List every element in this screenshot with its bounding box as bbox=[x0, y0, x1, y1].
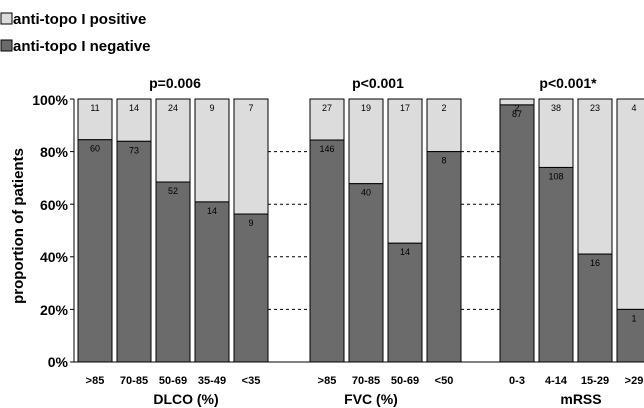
x-tick-label: >29 bbox=[625, 375, 644, 387]
bar-segment-positive bbox=[577, 98, 613, 255]
data-label-positive: 14 bbox=[129, 103, 139, 113]
data-label-negative: 8 bbox=[441, 156, 446, 166]
bar-segment-positive bbox=[309, 98, 345, 141]
bar-segment-positive bbox=[116, 98, 152, 142]
bar-segment-negative bbox=[309, 139, 345, 363]
data-label-positive: 24 bbox=[168, 103, 178, 113]
y-axis-ticks bbox=[70, 98, 74, 363]
y-tick-label: 40% bbox=[40, 249, 69, 265]
legend-swatch-negative bbox=[0, 39, 13, 52]
bar-segment-positive bbox=[387, 98, 423, 244]
bar-segment-negative bbox=[77, 139, 113, 363]
data-label-negative: 9 bbox=[248, 218, 253, 228]
data-label-negative: 146 bbox=[319, 144, 334, 154]
bar-segment-negative bbox=[233, 213, 269, 363]
x-tick-label: 50-69 bbox=[159, 375, 187, 387]
data-label-negative: 40 bbox=[361, 188, 371, 198]
data-label-positive: 4 bbox=[631, 103, 636, 113]
y-tick-labels: 0% 20% 40% 60% 80% 100% bbox=[32, 92, 68, 370]
bar-segment-positive bbox=[155, 98, 191, 183]
p-value-mrss: p<0.001* bbox=[539, 75, 597, 91]
data-label-positive: 2 bbox=[514, 103, 519, 113]
p-value-dlco: p=0.006 bbox=[149, 75, 201, 91]
bar-segment-positive bbox=[348, 98, 384, 185]
bars: 1160147324529147927146194017142828738108… bbox=[77, 98, 644, 363]
bar-segment-negative bbox=[616, 308, 644, 363]
data-label-positive: 23 bbox=[590, 103, 600, 113]
x-tick-label: 15-29 bbox=[581, 375, 609, 387]
x-tick-labels: >85 70-85 50-69 35-49 <35 >85 70-85 50-69 <50 0-3… bbox=[86, 375, 644, 387]
bar-segment-negative bbox=[577, 253, 613, 363]
y-axis-label: proportion of patients bbox=[10, 148, 27, 304]
y-tick-label: 0% bbox=[48, 354, 69, 370]
bar-segment-positive bbox=[194, 98, 230, 203]
data-label-negative: 16 bbox=[590, 258, 600, 268]
gridlines bbox=[268, 151, 500, 310]
x-tick-label: >85 bbox=[318, 375, 337, 387]
legend: anti-topo I positive anti-topo I negativ… bbox=[0, 11, 151, 55]
group-label-mrss: mRSS bbox=[560, 391, 601, 407]
y-tick-label: 100% bbox=[32, 92, 68, 108]
bar-segment-positive bbox=[233, 98, 269, 215]
legend-label-negative: anti-topo I negative bbox=[13, 38, 151, 55]
x-tick-label: 70-85 bbox=[352, 375, 380, 387]
data-label-positive: 19 bbox=[361, 103, 371, 113]
data-label-positive: 11 bbox=[90, 103, 99, 113]
data-label-negative: 1 bbox=[631, 313, 636, 323]
data-label-negative: 14 bbox=[207, 206, 217, 216]
bar-segment-negative bbox=[538, 166, 574, 363]
x-tick-label: 35-49 bbox=[198, 375, 226, 387]
x-tick-label: >85 bbox=[86, 375, 105, 387]
bar-segment-negative bbox=[155, 181, 191, 363]
bar-segment-negative bbox=[194, 201, 230, 363]
x-tick-label: <35 bbox=[242, 375, 261, 387]
group-labels: DLCO (%) FVC (%) mRSS bbox=[153, 391, 601, 407]
bar-segment-positive bbox=[616, 98, 644, 310]
x-tick-label: 0-3 bbox=[509, 375, 525, 387]
data-label-negative: 87 bbox=[512, 109, 522, 119]
p-value-fvc: p<0.001 bbox=[352, 75, 404, 91]
bar-segment-negative bbox=[499, 104, 535, 363]
x-tick-label: 4-14 bbox=[545, 375, 568, 387]
bar-segment-negative bbox=[387, 242, 423, 363]
group-label-fvc: FVC (%) bbox=[344, 391, 398, 407]
x-tick-label: 70-85 bbox=[120, 375, 148, 387]
bar-segment-negative bbox=[348, 183, 384, 363]
y-tick-label: 60% bbox=[40, 197, 69, 213]
y-tick-label: 80% bbox=[40, 144, 69, 160]
data-label-positive: 7 bbox=[248, 103, 253, 113]
data-label-positive: 38 bbox=[551, 103, 561, 113]
x-tick-label: 50-69 bbox=[391, 375, 419, 387]
p-values: p=0.006 p<0.001 p<0.001* bbox=[149, 75, 597, 91]
bar-segment-positive bbox=[77, 98, 113, 141]
bar-segment-negative bbox=[426, 151, 462, 363]
data-label-negative: 60 bbox=[90, 144, 100, 154]
legend-swatch-positive bbox=[0, 12, 13, 25]
data-label-positive: 2 bbox=[441, 103, 446, 113]
legend-label-positive: anti-topo I positive bbox=[13, 11, 146, 28]
data-label-negative: 14 bbox=[400, 247, 410, 257]
data-label-positive: 27 bbox=[322, 103, 332, 113]
bar-segment-negative bbox=[116, 140, 152, 363]
data-label-positive: 9 bbox=[209, 103, 214, 113]
x-tick-label: <50 bbox=[435, 375, 454, 387]
group-label-dlco: DLCO (%) bbox=[153, 391, 218, 407]
data-label-positive: 17 bbox=[400, 103, 410, 113]
data-label-negative: 73 bbox=[129, 145, 139, 155]
data-label-negative: 108 bbox=[548, 171, 563, 181]
y-tick-label: 20% bbox=[40, 302, 69, 318]
bar-segment-positive bbox=[426, 98, 462, 153]
data-label-negative: 52 bbox=[168, 186, 178, 196]
